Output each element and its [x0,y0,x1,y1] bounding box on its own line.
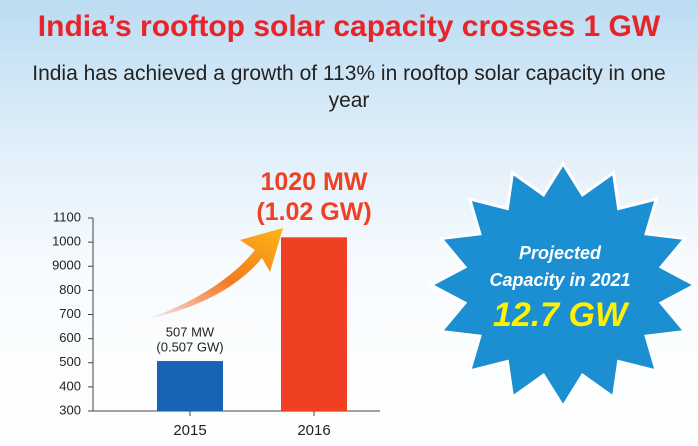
x-tick-label: 2016 [297,422,330,439]
bar [157,361,223,411]
y-tick-label: 400 [59,378,81,393]
data-label: 507 MW [166,324,215,339]
callout-value: 12.7 GW [493,296,630,334]
y-tick-label: 800 [59,282,81,297]
starburst [427,160,698,410]
y-tick-label: 700 [59,306,81,321]
callout-line: Projected [519,243,602,263]
data-label: (1.02 GW) [256,198,371,226]
x-tick-label: 2015 [173,422,206,439]
y-tick-label: 1100 [53,209,81,224]
data-label: (0.507 GW) [156,339,223,354]
callout-line: Capacity in 2021 [489,270,630,290]
y-tick-label: 9000 [52,258,81,273]
bar [281,237,347,411]
y-tick-label: 500 [59,354,81,369]
title: India’s rooftop solar capacity crosses 1… [37,10,661,43]
y-tick-label: 1000 [52,234,81,249]
growth-arrow [150,228,283,318]
y-tick-label: 600 [59,330,81,345]
y-tick-label: 300 [59,402,81,417]
subtitle: India has achieved a growth of 113% in r… [32,62,666,112]
data-label: 1020 MW [261,168,368,196]
